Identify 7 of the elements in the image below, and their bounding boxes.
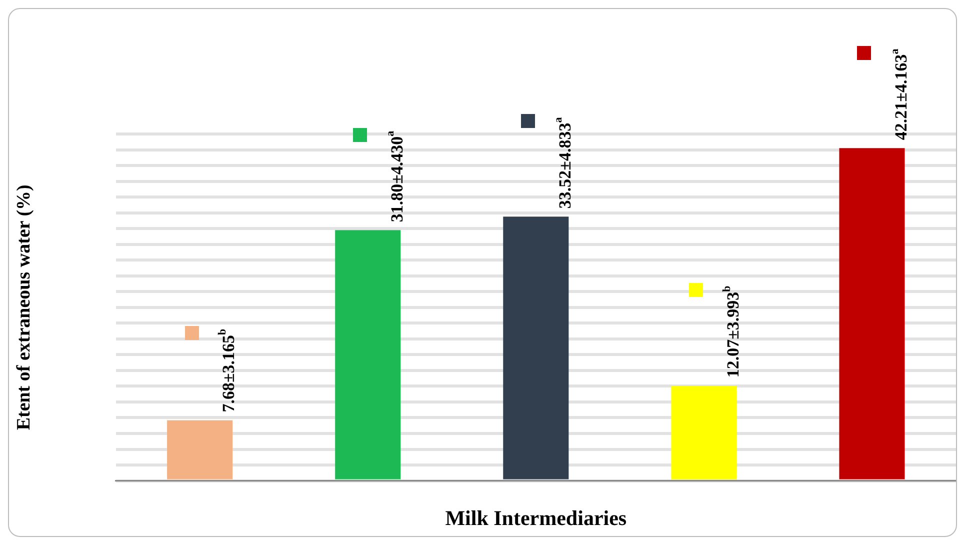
data-label: 7.68±3.165b (216, 328, 238, 412)
data-label: 42.21±4.163a (888, 48, 910, 140)
y-axis-title: Etent of extraneous water (%) (13, 184, 34, 430)
data-label: 33.52±4.833a (552, 116, 574, 209)
data-label: 31.80±4.430a (384, 130, 406, 222)
data-label: 12.07±3.993b (720, 286, 742, 378)
x-axis-title: Milk Intermediaries (445, 506, 627, 530)
